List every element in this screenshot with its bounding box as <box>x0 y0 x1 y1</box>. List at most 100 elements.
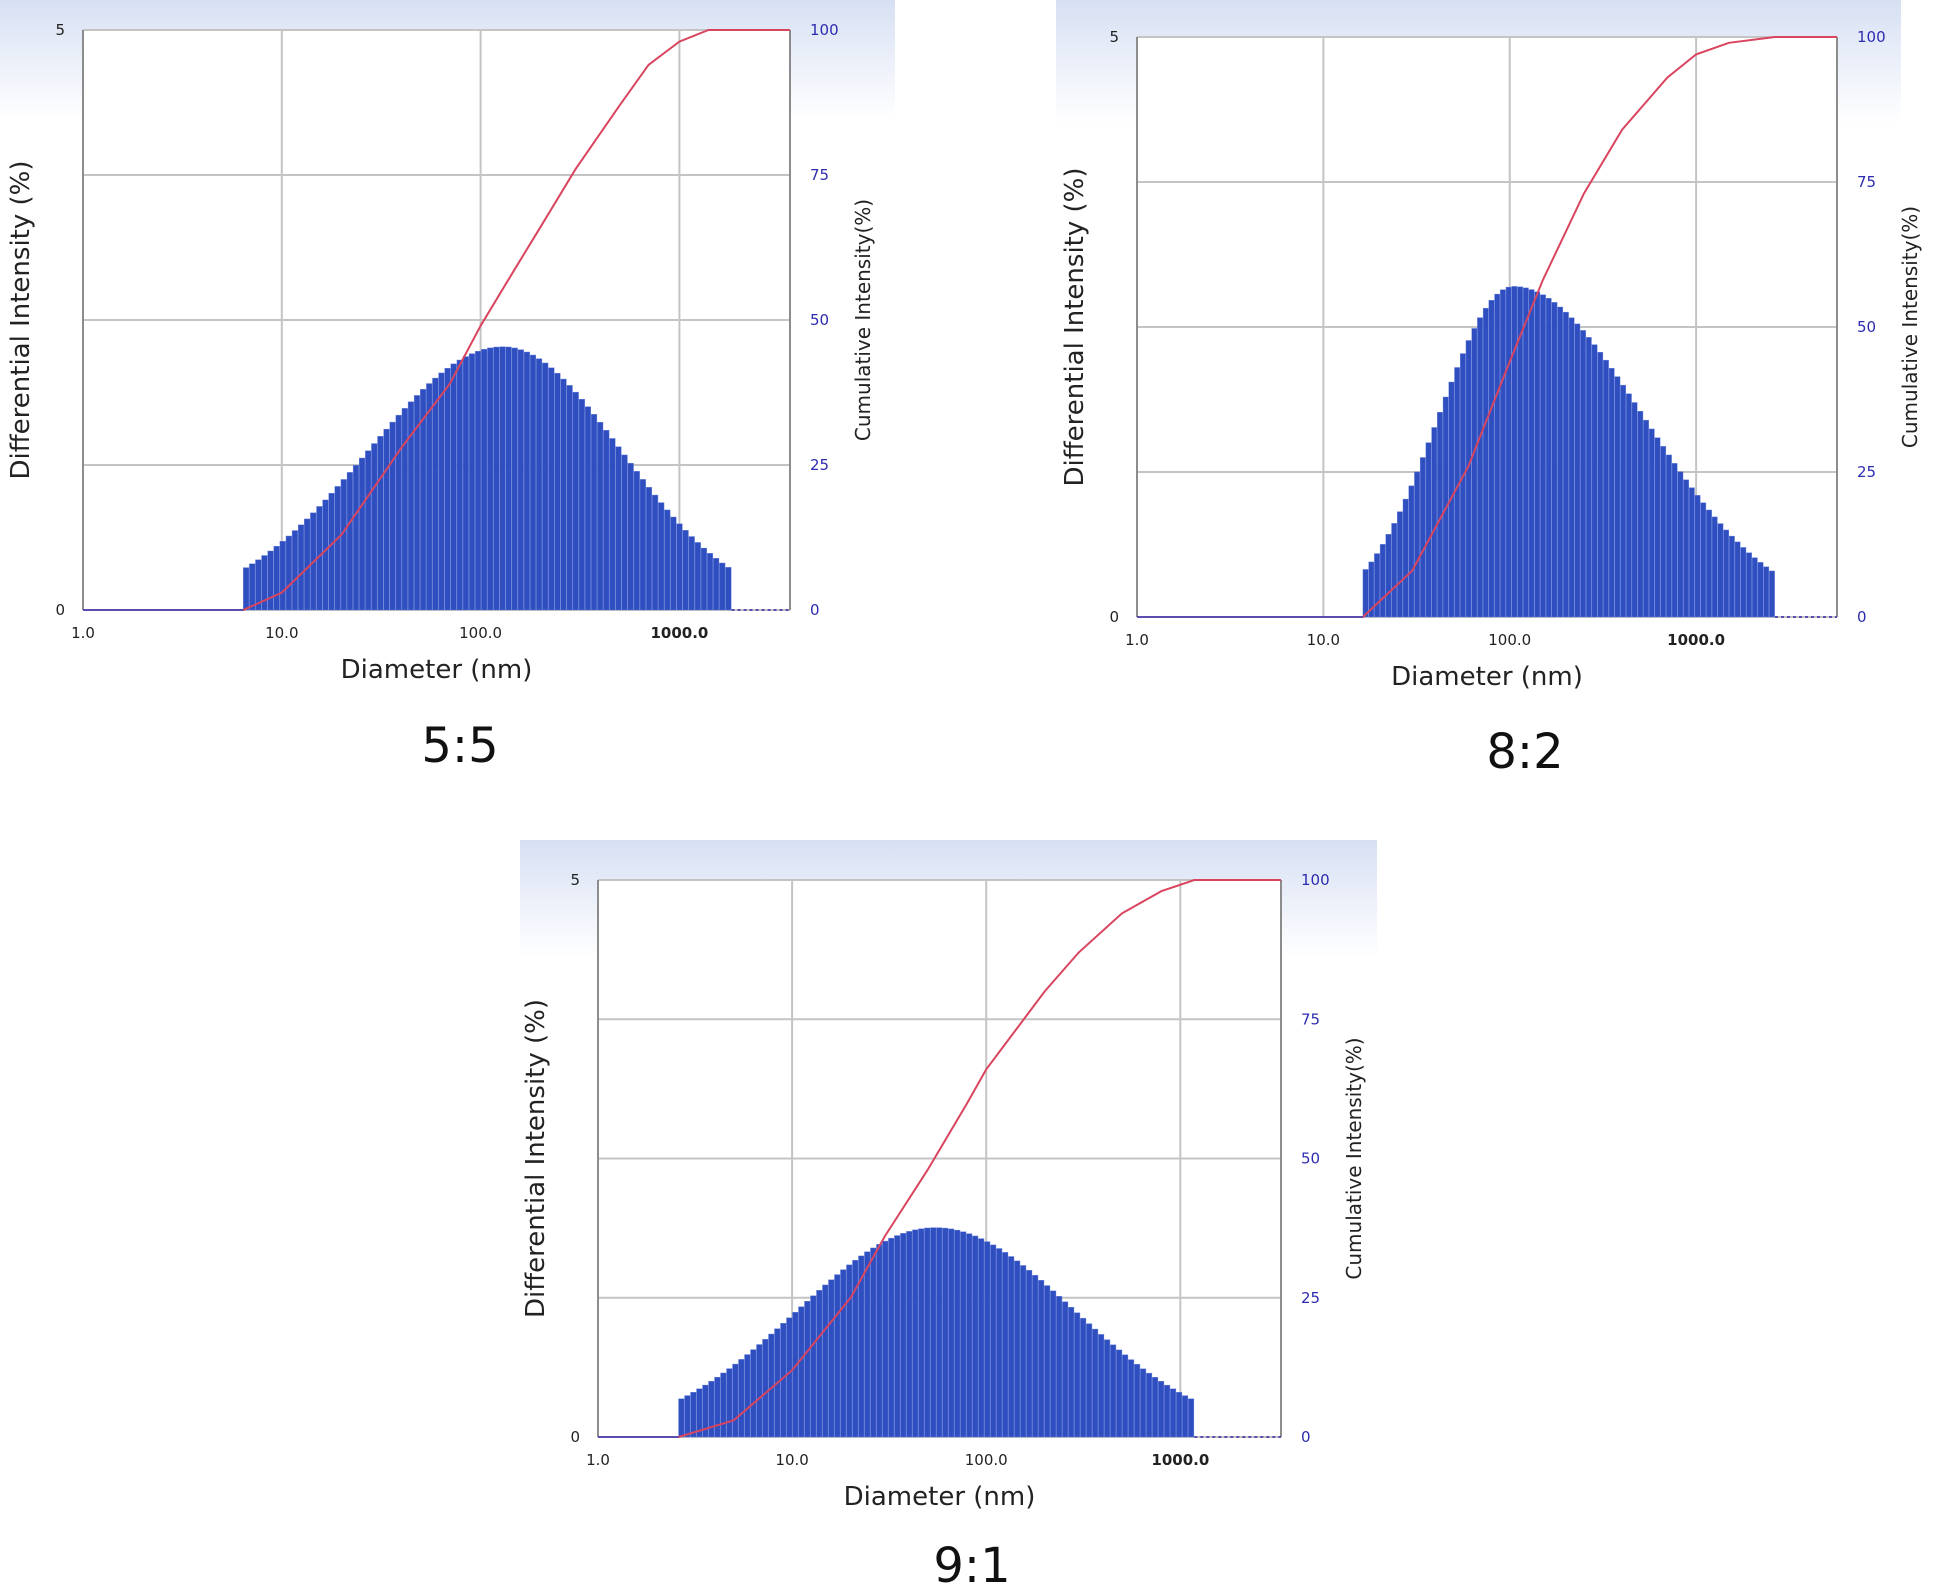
bar-35 <box>456 359 463 611</box>
bar-3 <box>696 1388 703 1438</box>
bars <box>678 1227 1195 1438</box>
bar-17 <box>346 472 353 611</box>
bar-19 <box>359 457 366 611</box>
bar-48 <box>1637 411 1644 618</box>
bar-61 <box>1711 516 1718 618</box>
x-axis-title: Diameter (nm) <box>1391 662 1583 692</box>
bar-9 <box>1414 471 1420 618</box>
bar-39 <box>481 349 488 611</box>
y2-tick-label-1: 25 <box>810 456 829 474</box>
bar-27 <box>407 401 414 611</box>
bar-49 <box>1643 419 1649 618</box>
bar-73 <box>1116 1349 1123 1438</box>
bar-26 <box>834 1274 841 1438</box>
x-tick-label-3: 1000.0 <box>1667 631 1725 649</box>
bar-66 <box>645 487 653 611</box>
bar-34 <box>882 1240 889 1438</box>
bar-41 <box>493 346 500 611</box>
bar-13 <box>756 1344 763 1438</box>
bar-24 <box>389 421 396 611</box>
bar-21 <box>1482 307 1489 618</box>
y2-tick-labels: 0 25 50 75 100 <box>810 21 839 619</box>
bar-59 <box>1032 1275 1039 1438</box>
y-axis-title: Differential Intensity (%) <box>521 999 551 1318</box>
bar-11 <box>1425 442 1432 618</box>
bar-28 <box>1522 287 1529 618</box>
bar-82 <box>1170 1388 1177 1438</box>
bar-24 <box>1500 289 1506 618</box>
bar-29 <box>1528 289 1535 618</box>
bar-73 <box>688 536 695 611</box>
y-tick-label-0: 0 <box>55 601 65 619</box>
bar-5 <box>1391 523 1398 618</box>
bar-53 <box>566 385 573 611</box>
cumulative-line <box>1137 36 1837 618</box>
bar-68 <box>658 502 665 611</box>
bar-50 <box>978 1238 985 1438</box>
bar-31 <box>432 377 439 611</box>
y2-tick-label-3: 75 <box>810 166 829 184</box>
y2-tick-label-3: 75 <box>1857 173 1876 191</box>
y2-tick-label-0: 0 <box>1857 608 1867 626</box>
bar-43 <box>936 1227 943 1438</box>
x-tick-labels: 1.0 10.0 100.0 1000.0 <box>71 624 708 642</box>
bar-69 <box>664 509 671 611</box>
frame <box>82 30 791 610</box>
bar-23 <box>1494 293 1501 618</box>
bar-23 <box>816 1290 823 1438</box>
bar-64 <box>1062 1301 1069 1438</box>
bar-45 <box>1620 384 1626 618</box>
bar-75 <box>700 547 707 611</box>
y2-axis-title: Cumulative Intensity(%) <box>851 199 875 441</box>
bar-46 <box>954 1229 961 1438</box>
bar-69 <box>1757 562 1764 618</box>
y-tick-labels: 05 <box>570 871 580 1446</box>
y2-tick-label-4: 100 <box>1301 871 1330 889</box>
y2-tick-label-4: 100 <box>810 21 839 39</box>
bar-64 <box>1729 535 1735 618</box>
bar-57 <box>590 414 598 611</box>
bars <box>243 346 732 611</box>
bar-9 <box>732 1363 739 1438</box>
y2-tick-labels: 0 25 50 75 100 <box>1857 28 1886 626</box>
y-tick-label-1: 5 <box>570 871 580 889</box>
bar-54 <box>1671 463 1678 618</box>
bar-71 <box>1104 1339 1111 1438</box>
bar-60 <box>609 438 616 611</box>
bar-62 <box>1717 523 1724 618</box>
bar-38 <box>906 1231 913 1438</box>
bar-19 <box>1471 328 1478 618</box>
bar-34 <box>1557 306 1564 618</box>
bar-72 <box>682 530 689 611</box>
bar-46 <box>1625 393 1632 618</box>
bar-70 <box>1098 1334 1105 1438</box>
bar-27 <box>840 1269 847 1438</box>
x-axis-title: Diameter (nm) <box>341 655 533 685</box>
bar-56 <box>584 406 591 611</box>
bar-1 <box>1368 561 1375 618</box>
bar-53 <box>1666 454 1672 618</box>
bar-36 <box>462 356 469 611</box>
y2-tick-labels: 0 25 50 75 100 <box>1301 871 1330 1446</box>
bar-20 <box>1477 317 1483 618</box>
bar-4 <box>702 1384 709 1438</box>
bar-6 <box>1397 511 1403 618</box>
bar-30 <box>426 383 433 611</box>
bar-81 <box>1164 1384 1171 1438</box>
bar-22 <box>1488 300 1495 618</box>
bar-67 <box>652 494 659 611</box>
x-tick-label-0: 1.0 <box>586 1451 610 1469</box>
bar-72 <box>1110 1344 1117 1438</box>
bar-31 <box>1540 294 1546 618</box>
x-tick-label-3: 1000.0 <box>1151 1451 1209 1469</box>
bar-64 <box>633 471 640 611</box>
x-tick-labels: 1.0 10.0 100.0 1000.0 <box>586 1451 1209 1469</box>
bar-37 <box>900 1233 907 1438</box>
bar-49 <box>972 1235 979 1438</box>
bar-48 <box>966 1233 973 1438</box>
bar-55 <box>1008 1256 1015 1438</box>
bar-85 <box>1188 1398 1195 1438</box>
bar-51 <box>554 372 561 611</box>
